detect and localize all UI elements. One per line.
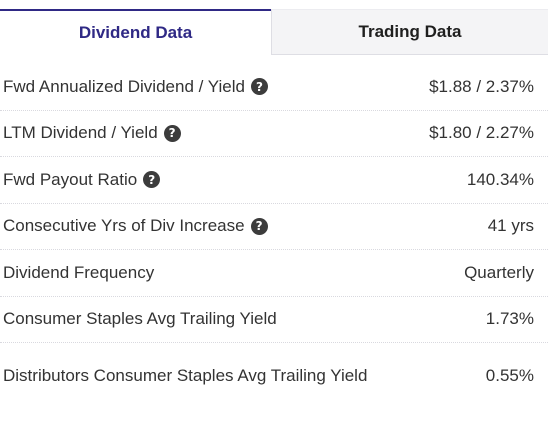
tab-dividend-data[interactable]: Dividend Data — [0, 9, 271, 55]
row-label: Dividend Frequency — [3, 262, 155, 282]
row-label: Fwd Annualized Dividend / Yield — [3, 76, 245, 96]
question-circle-icon[interactable]: ? — [163, 124, 181, 142]
row-label: Distributors Consumer Staples Avg Traili… — [3, 366, 368, 385]
question-circle-icon[interactable]: ? — [250, 78, 268, 96]
row-value: $1.88 / 2.37% — [429, 76, 534, 96]
row-sector-avg-yield: Consumer Staples Avg Trailing Yield 1.73… — [0, 297, 548, 343]
row-value: 140.34% — [466, 169, 534, 189]
row-value: 1.73% — [485, 309, 534, 329]
row-fwd-payout-ratio: Fwd Payout Ratio ? 140.34% — [0, 157, 548, 204]
row-fwd-annualized-dividend: Fwd Annualized Dividend / Yield ? $1.88 … — [0, 64, 548, 111]
row-industry-avg-yield: Distributors Consumer Staples Avg Traili… — [0, 343, 548, 409]
tab-trading-data[interactable]: Trading Data — [271, 9, 548, 55]
row-label: Consumer Staples Avg Trailing Yield — [3, 309, 277, 329]
row-dividend-frequency: Dividend Frequency Quarterly — [0, 250, 548, 297]
row-consecutive-years: Consecutive Yrs of Div Increase ? 41 yrs — [0, 204, 548, 250]
row-value: $1.80 / 2.27% — [429, 123, 534, 143]
row-value: 41 yrs — [487, 216, 534, 236]
row-value: 0.55% — [485, 366, 534, 385]
row-label: Consecutive Yrs of Div Increase — [3, 216, 245, 236]
tab-bar: Dividend Data Trading Data — [0, 0, 548, 55]
dividend-data-table: Fwd Annualized Dividend / Yield ? $1.88 … — [0, 64, 548, 409]
row-value: Quarterly — [464, 262, 534, 282]
question-circle-icon[interactable]: ? — [143, 171, 161, 189]
row-label: LTM Dividend / Yield — [3, 123, 158, 143]
row-ltm-dividend: LTM Dividend / Yield ? $1.80 / 2.27% — [0, 111, 548, 157]
question-circle-icon[interactable]: ? — [250, 217, 268, 235]
row-label: Fwd Payout Ratio — [3, 169, 138, 189]
